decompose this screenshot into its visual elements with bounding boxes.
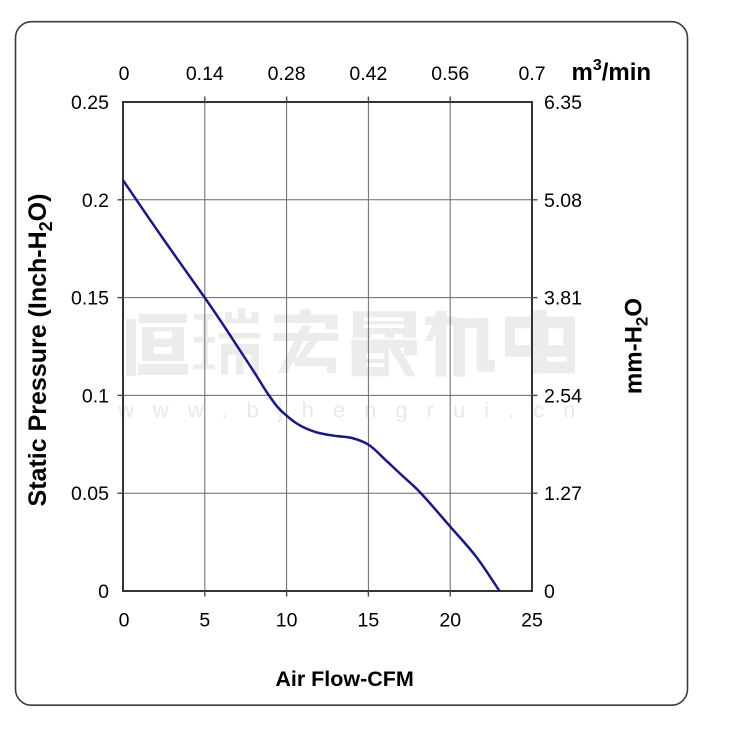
svg-text:0.7: 0.7 <box>518 63 545 85</box>
svg-text:0: 0 <box>119 610 130 632</box>
svg-text:0.15: 0.15 <box>71 288 109 310</box>
svg-text:3.81: 3.81 <box>544 288 582 310</box>
svg-text:m3/min: m3/min <box>572 57 652 86</box>
svg-text:www.bjhengrui.cn: www.bjhengrui.cn <box>117 398 594 423</box>
svg-text:0.25: 0.25 <box>71 92 109 114</box>
svg-text:0: 0 <box>98 581 109 603</box>
svg-text:0.28: 0.28 <box>268 63 306 85</box>
svg-text:2.54: 2.54 <box>544 385 582 407</box>
svg-text:1.27: 1.27 <box>544 483 582 505</box>
svg-text:0.56: 0.56 <box>431 63 469 85</box>
svg-text:0.05: 0.05 <box>71 483 109 505</box>
svg-text:5: 5 <box>199 610 210 632</box>
svg-text:Static Pressure (Inch-H2O): Static Pressure (Inch-H2O) <box>24 194 56 507</box>
svg-text:15: 15 <box>358 610 380 632</box>
svg-text:0.14: 0.14 <box>186 63 224 85</box>
svg-text:25: 25 <box>521 610 543 632</box>
svg-text:mm-H2O: mm-H2O <box>621 298 652 394</box>
svg-text:6.35: 6.35 <box>544 92 582 114</box>
svg-text:0: 0 <box>119 63 130 85</box>
svg-text:0: 0 <box>544 581 555 603</box>
svg-text:10: 10 <box>276 610 298 632</box>
svg-text:Air Flow-CFM: Air Flow-CFM <box>275 667 414 691</box>
svg-text:0.1: 0.1 <box>82 385 109 407</box>
svg-text:20: 20 <box>439 610 461 632</box>
svg-text:0.42: 0.42 <box>349 63 387 85</box>
svg-text:5.08: 5.08 <box>544 190 582 212</box>
svg-text:0.2: 0.2 <box>82 190 109 212</box>
